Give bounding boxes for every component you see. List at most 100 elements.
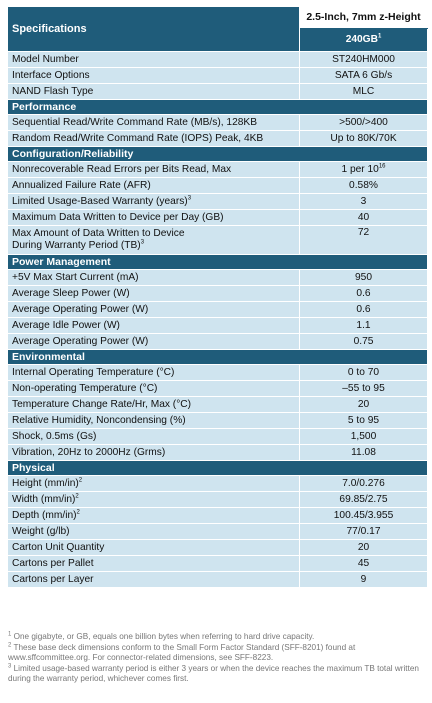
footnote-ref: 2 (76, 509, 80, 516)
row-value: MLC (299, 83, 428, 100)
section-header-physical: Physical (7, 460, 428, 476)
row-label: Non-operating Temperature (°C) (7, 380, 300, 397)
table-row: Annualized Failure Rate (AFR) 0.58% (7, 177, 428, 194)
table-row: Internal Operating Temperature (°C) 0 to … (7, 364, 428, 381)
table-row: Average Sleep Power (W) 0.6 (7, 285, 428, 302)
row-value: 0.75 (299, 333, 428, 350)
row-label: Width (mm/in)2 (7, 491, 300, 508)
table-row: Height (mm/in)2 7.0/0.276 (7, 475, 428, 492)
row-value: 45 (299, 555, 428, 572)
footnote-ref: 2 (75, 493, 79, 500)
table-row: Interface Options SATA 6 Gb/s (7, 67, 428, 84)
row-value: 7.0/0.276 (299, 475, 428, 492)
row-value: 40 (299, 209, 428, 226)
row-value: 0 to 70 (299, 364, 428, 381)
row-value: 950 (299, 269, 428, 286)
section-header-power: Power Management (7, 254, 428, 270)
table-row: Temperature Change Rate/Hr, Max (°C) 20 (7, 396, 428, 413)
footnote-text: One gigabyte, or GB, equals one billion … (13, 632, 315, 641)
row-label: Max Amount of Data Written to Device Duri… (7, 225, 300, 255)
table-row: Limited Usage-Based Warranty (years)3 3 (7, 193, 428, 210)
table-row: Max Amount of Data Written to Device Duri… (7, 225, 428, 255)
header-row: Specifications 2.5-Inch, 7mm z-Height (7, 6, 428, 52)
footnote-ref: 2 (78, 477, 83, 484)
table-row: Carton Unit Quantity 20 (7, 539, 428, 556)
row-label: Cartons per Layer (7, 571, 300, 588)
row-label: Carton Unit Quantity (7, 539, 300, 556)
table-row: +5V Max Start Current (mA) 950 (7, 269, 428, 286)
row-label: Internal Operating Temperature (°C) (7, 364, 300, 381)
row-value: 1 per 1016 (299, 161, 428, 178)
table-row: Depth (mm/in)2 100.45/3.955 (7, 507, 428, 524)
row-value: 0.6 (299, 301, 428, 318)
footnote-text: Limited usage-based warranty period is e… (8, 664, 419, 683)
row-label: Temperature Change Rate/Hr, Max (°C) (7, 396, 300, 413)
row-label: Height (mm/in)2 (7, 475, 300, 492)
table-row: Cartons per Pallet 45 (7, 555, 428, 572)
table-row: NAND Flash Type MLC (7, 83, 428, 100)
nre-base: 1 per 10 (341, 163, 379, 175)
table-row: Sequential Read/Write Command Rate (MB/s… (7, 114, 428, 131)
row-value: 3 (299, 193, 428, 210)
form-factor-header: 2.5-Inch, 7mm z-Height (299, 6, 428, 29)
table-row: Cartons per Layer 9 (7, 571, 428, 588)
row-value: 20 (299, 396, 428, 413)
table-row: Relative Humidity, Noncondensing (%) 5 to… (7, 412, 428, 429)
section-header-performance: Performance (7, 99, 428, 115)
max-total-label-line-2: During Warranty Period (TB) (12, 240, 141, 251)
row-label: Interface Options (7, 67, 300, 84)
row-label: Maximum Data Written to Device per Day (… (7, 209, 300, 226)
row-value: 100.45/3.955 (299, 507, 428, 524)
row-value: 11.08 (299, 444, 428, 461)
row-value: 0.6 (299, 285, 428, 302)
capacity-value: 240GB (345, 33, 378, 45)
row-value: 0.58% (299, 177, 428, 194)
table-row: Average Idle Power (W) 1.1 (7, 317, 428, 334)
section-title: Power Management (7, 254, 428, 270)
footnotes: 1 One gigabyte, or GB, equals one billio… (8, 631, 426, 685)
row-value: 77/0.17 (299, 523, 428, 540)
section-header-environmental: Environmental (7, 349, 428, 365)
table-row: Shock, 0.5ms (Gs) 1,500 (7, 428, 428, 445)
row-label: Vibration, 20Hz to 2000Hz (Grms) (7, 444, 300, 461)
capacity-header: 240GB1 (299, 27, 428, 53)
specifications-table: Specifications 2.5-Inch, 7mm z-Height 24… (7, 6, 428, 588)
row-label: Sequential Read/Write Command Rate (MB/s… (7, 114, 300, 131)
row-label: Random Read/Write Command Rate (IOPS) Pe… (7, 130, 300, 147)
row-value: Up to 80K/70K (299, 130, 428, 147)
footnote-mark: 3 (8, 663, 12, 670)
row-label: Average Operating Power (W) (7, 301, 300, 318)
table-row: Average Operating Power (W) 0.6 (7, 301, 428, 318)
section-title: Environmental (7, 349, 428, 365)
row-label: Shock, 0.5ms (Gs) (7, 428, 300, 445)
row-value: 1.1 (299, 317, 428, 334)
capacity-row: 240GB1 (8, 27, 428, 53)
row-label: +5V Max Start Current (mA) (7, 269, 300, 286)
table-row: Maximum Data Written to Device per Day (… (7, 209, 428, 226)
specifications-header: Specifications (7, 6, 300, 52)
table-row: Weight (g/lb) 77/0.17 (7, 523, 428, 540)
row-label: Relative Humidity, Noncondensing (%) (7, 412, 300, 429)
row-value: 5 to 95 (299, 412, 428, 429)
footnote-3: 3 Limited usage-based warranty period is… (8, 663, 426, 684)
table-row: Nonrecoverable Read Errors per Bits Read… (7, 161, 428, 178)
row-value: –55 to 95 (299, 380, 428, 397)
footnote-2: 2 These base deck dimensions conform to … (8, 642, 426, 663)
depth-label: Depth (mm/in) (12, 509, 77, 521)
nre-exponent: 16 (378, 163, 386, 170)
row-label: Average Sleep Power (W) (7, 285, 300, 302)
table-row: Vibration, 20Hz to 2000Hz (Grms) 11.08 (7, 444, 428, 461)
section-title: Configuration/Reliability (7, 146, 428, 162)
row-label: NAND Flash Type (7, 83, 300, 100)
width-label: Width (mm/in) (12, 493, 76, 505)
row-value: 1,500 (299, 428, 428, 445)
row-label: Annualized Failure Rate (AFR) (7, 177, 300, 194)
warranty-label: Limited Usage-Based Warranty (years) (12, 195, 188, 207)
row-value: SATA 6 Gb/s (299, 67, 428, 84)
row-value: 69.85/2.75 (299, 491, 428, 508)
table-row: Average Operating Power (W) 0.75 (7, 333, 428, 350)
row-label: Average Idle Power (W) (7, 317, 300, 334)
footnote-mark: 2 (8, 642, 12, 649)
row-label: Weight (g/lb) (7, 523, 300, 540)
